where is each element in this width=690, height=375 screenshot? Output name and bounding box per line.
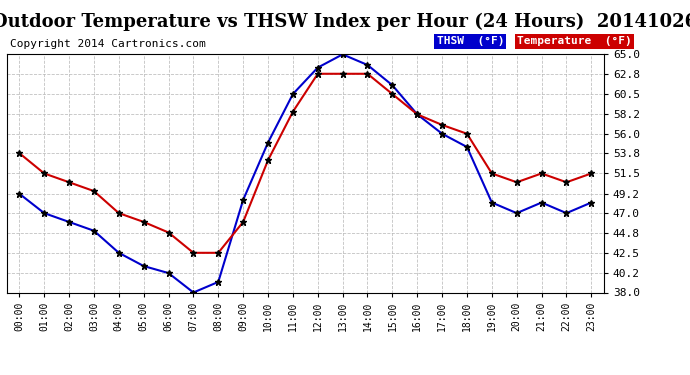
Text: Outdoor Temperature vs THSW Index per Hour (24 Hours)  20141026: Outdoor Temperature vs THSW Index per Ho… [0, 13, 690, 32]
Text: Temperature  (°F): Temperature (°F) [518, 36, 632, 46]
Text: THSW  (°F): THSW (°F) [437, 36, 504, 46]
Text: Copyright 2014 Cartronics.com: Copyright 2014 Cartronics.com [10, 39, 206, 50]
